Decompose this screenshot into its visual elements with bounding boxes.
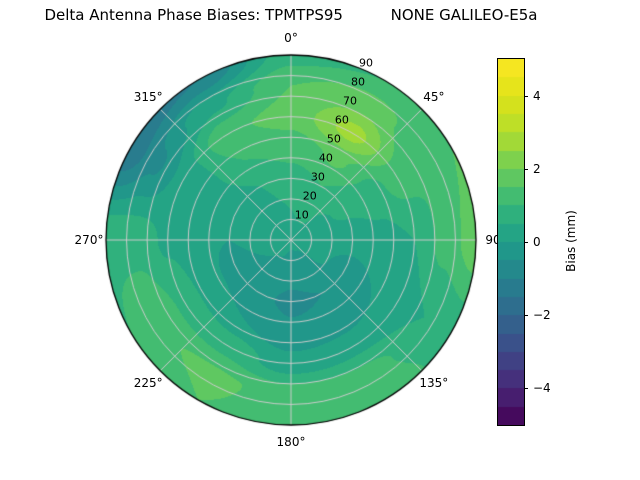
radial-tick-label-60: 60 xyxy=(334,113,349,127)
azimuth-label-270: 270° xyxy=(74,233,104,247)
radial-tick-label-70: 70 xyxy=(342,94,357,108)
colorbar-tickmark-4 xyxy=(524,96,528,97)
radial-tick-label-30: 30 xyxy=(310,170,325,184)
azimuth-label-135: 135° xyxy=(419,375,449,390)
colorbar-tick-0: 0 xyxy=(533,235,541,249)
azimuth-label-45: 45° xyxy=(423,90,445,105)
colorbar-tickmark--4 xyxy=(524,388,528,389)
colorbar xyxy=(497,58,525,426)
chart-title: Delta Antenna Phase Biases: TPMTPS95 NON… xyxy=(44,6,538,24)
colorbar-tickmark--2 xyxy=(524,315,528,316)
radial-tick-label-90: 90 xyxy=(359,56,374,70)
radial-tick-label-20: 20 xyxy=(302,189,317,203)
azimuth-label-0: 0° xyxy=(284,31,298,45)
colorbar-tickmark-0 xyxy=(524,242,528,243)
radial-tick-label-10: 10 xyxy=(294,208,309,222)
radial-tick-label-40: 40 xyxy=(318,151,333,165)
radial-tick-label-80: 80 xyxy=(350,75,365,89)
colorbar-tick--2: −2 xyxy=(533,308,551,323)
azimuth-label-90: 90 xyxy=(485,233,501,247)
colorbar-gradient-canvas xyxy=(498,59,524,425)
radial-tick-label-50: 50 xyxy=(326,132,341,146)
azimuth-label-225: 225° xyxy=(133,375,163,390)
azimuth-label-315: 315° xyxy=(133,90,163,105)
azimuth-label-180: 180° xyxy=(276,435,306,449)
polar-heatmap-canvas xyxy=(101,50,481,430)
colorbar-label: Bias (mm) xyxy=(564,210,578,272)
colorbar-tick--4: −4 xyxy=(533,381,551,396)
colorbar-tick-4: 4 xyxy=(533,88,541,103)
colorbar-tickmark-2 xyxy=(524,169,528,170)
colorbar-tick-2: 2 xyxy=(533,161,541,176)
